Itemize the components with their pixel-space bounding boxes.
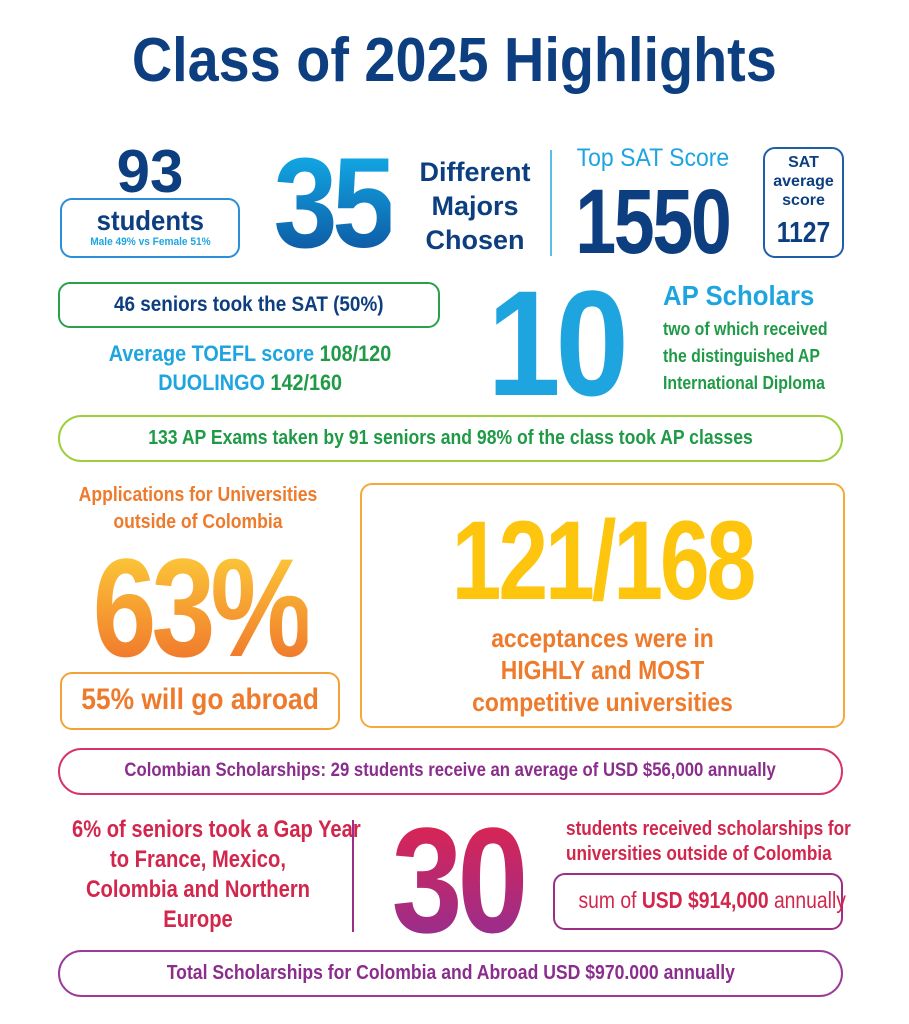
students-number: 93 (116, 138, 184, 205)
sat-average-line: score (782, 192, 825, 209)
sat-average-number: 1127 (763, 219, 844, 248)
acceptances-line: HIGHLY and MOST (500, 655, 705, 685)
ap-exams: 133 AP Exams taken by 91 seniors and 98%… (58, 428, 843, 448)
majors-line: Different (419, 157, 531, 187)
students-label: students (60, 207, 240, 235)
title-text: Class of 2025 Highlights (132, 26, 777, 95)
sat-average-line: average (773, 173, 834, 190)
top-sat-number-text: 1550 (575, 171, 732, 273)
ap-scholars-number: 10 (455, 268, 655, 418)
gap-year-line: 6% of seniors took a Gap Year (72, 816, 361, 843)
acceptances-ratio: 121/168 (360, 505, 845, 617)
sum-value: USD $914,000 (641, 887, 769, 913)
ap-scholars-line: two of which received (663, 319, 828, 339)
sat-takers-text: 46 seniors took the SAT (50%) (114, 293, 384, 316)
duolingo: DUOLINGO 142/160 (50, 372, 450, 394)
colombian-scholarships-text: Colombian Scholarships: 29 students rece… (124, 760, 777, 781)
sum-suffix: annually (773, 887, 846, 913)
top-sat-label: Top SAT Score (560, 146, 745, 171)
sum-box (553, 873, 843, 930)
top-sat-number: 1550 (555, 176, 750, 268)
applications-line: outside of Colombia (113, 511, 283, 533)
sat-takers-box (58, 282, 440, 328)
scholarships-number: 30 (362, 805, 552, 955)
toefl-text: Average TOEFL score 108/120 (109, 343, 392, 365)
applications-percent-text: 63% (92, 529, 312, 686)
divider (352, 820, 354, 932)
toefl: Average TOEFL score 108/120 (50, 343, 450, 365)
abroad-box (60, 672, 340, 730)
majors-line: Chosen (425, 225, 525, 255)
applications-percent: 63% (40, 538, 360, 678)
majors-number-text: 35 (273, 132, 397, 275)
abroad-text: 55% will go abroad (81, 683, 319, 716)
sat-average-line: SAT (788, 154, 819, 171)
acceptances-ratio-text: 121/168 (451, 498, 757, 623)
scholarships-line: universities outside of Colombia (566, 843, 832, 865)
gap-year-line: Europe (163, 906, 233, 933)
gap-year-line: to France, Mexico, (110, 846, 286, 873)
scholarships-detail: students received scholarships for unive… (545, 817, 851, 867)
duolingo-text: DUOLINGO 142/160 (158, 372, 342, 394)
ap-scholars-label-text: AP Scholars (663, 280, 815, 311)
total-box (58, 950, 843, 997)
acceptances-detail: acceptances were in HIGHLY and MOST comp… (360, 622, 845, 718)
total-text: Total Scholarships for Colombia and Abro… (166, 962, 735, 984)
ap-scholars-line: the distinguished AP (663, 346, 820, 366)
ap-scholars-line: International Diploma (663, 373, 825, 393)
divider (550, 150, 552, 256)
ap-exams-text: 133 AP Exams taken by 91 seniors and 98%… (148, 427, 753, 449)
acceptances-line: competitive universities (472, 687, 733, 717)
sum: sum of USD $914,000 annually (553, 889, 845, 912)
sum-text: sum of USD $914,000 annually (578, 889, 845, 912)
scholarships-line: students received scholarships for (566, 818, 851, 840)
title: Class of 2025 Highlights (0, 30, 909, 92)
total: Total Scholarships for Colombia and Abro… (58, 963, 843, 983)
students-detail-text: Male 49% vs Female 51% (89, 236, 211, 248)
colombian-box (58, 748, 843, 795)
students-label-text: students (96, 205, 204, 236)
toefl-value: 108/120 (319, 341, 392, 366)
gap-year-line: Colombia and Northern (85, 876, 310, 903)
applications-label: Applications for Universities outside of… (48, 482, 348, 536)
students-detail: Male 49% vs Female 51% (60, 237, 240, 248)
sat-takers: 46 seniors took the SAT (50%) (58, 294, 440, 315)
toefl-label: Average TOEFL score (108, 341, 315, 366)
ap-exams-box (58, 415, 843, 462)
students-box (60, 198, 240, 258)
applications-line: Applications for Universities (78, 484, 318, 506)
duolingo-value: 142/160 (270, 370, 342, 395)
top-sat-label-text: Top SAT Score (576, 144, 729, 172)
colombian-scholarships: Colombian Scholarships: 29 students rece… (58, 761, 843, 780)
majors-line: Majors (431, 191, 519, 221)
duolingo-label: DUOLINGO (158, 370, 265, 395)
abroad: 55% will go abroad (60, 685, 340, 715)
majors-label: Different Majors Chosen (405, 155, 545, 257)
sat-average-box (763, 147, 844, 258)
ap-scholars-number-text: 10 (486, 259, 629, 427)
sum-prefix: sum of (578, 887, 637, 913)
acceptances-line: acceptances were in (491, 623, 714, 653)
acceptances-box (360, 483, 845, 728)
ap-scholars-detail: two of which received the distinguished … (663, 316, 850, 397)
sat-average-number-text: 1127 (776, 217, 831, 249)
gap-year: 6% of seniors took a Gap Year to France,… (48, 815, 361, 935)
sat-average-label: SAT average score (763, 153, 844, 210)
scholarships-number-text: 30 (391, 796, 528, 964)
majors-number: 35 (255, 140, 410, 268)
ap-scholars-label: AP Scholars (663, 282, 827, 310)
